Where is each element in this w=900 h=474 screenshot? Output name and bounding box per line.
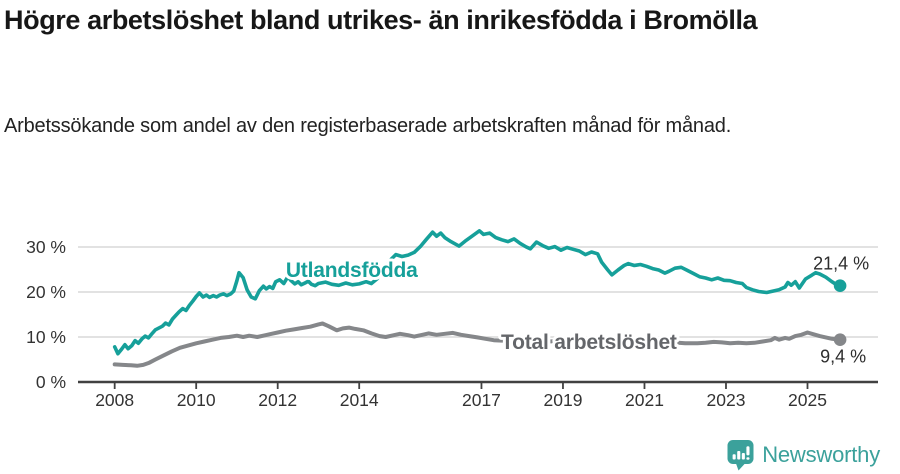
x-axis-tick-label: 2012 xyxy=(258,390,297,410)
y-axis-tick-label: 20 % xyxy=(26,282,66,302)
y-axis-tick-label: 10 % xyxy=(26,327,66,347)
y-axis-tick-label: 0 % xyxy=(36,372,66,392)
series-line-utlandsfodda xyxy=(112,228,842,356)
end-dot-total-arbetsloshet xyxy=(833,333,847,346)
series-label-utlandsfodda: Utlandsfödda xyxy=(286,259,418,282)
x-axis-tick-label: 2014 xyxy=(340,390,379,410)
x-axis-tick-label: 2021 xyxy=(625,390,664,410)
page-title: Högre arbetslöshet bland utrikes- än inr… xyxy=(4,5,758,35)
newsworthy-logo-text: Newsworthy xyxy=(762,442,880,467)
end-value-label-total-arbetsloshet: 9,4 % xyxy=(820,347,866,367)
y-axis-tick-label: 30 % xyxy=(26,237,66,257)
x-axis-tick-label: 2008 xyxy=(95,390,134,410)
x-axis-tick-label: 2023 xyxy=(707,390,746,410)
x-axis-tick-label: 2017 xyxy=(462,390,501,410)
newsworthy-logo: Newsworthy xyxy=(726,439,880,471)
chart-subtitle: Arbetssökande som andel av den registerb… xyxy=(4,115,732,137)
x-axis-tick-label: 2010 xyxy=(177,390,216,410)
series-label-total-arbetsloshet: Total arbetslöshet xyxy=(501,331,677,354)
x-axis-tick-label: 2019 xyxy=(544,390,583,410)
line-chart-canvas: 0 % 10 % 20 % 30 % 2008 2010 2012 2014 2017 2019 2… xyxy=(26,228,878,410)
end-value-label-utlandsfodda: 21,4 % xyxy=(813,254,869,274)
series-line-total-arbetsloshet xyxy=(112,321,843,368)
end-dot-utlandsfodda xyxy=(833,279,847,292)
newsworthy-logo-icon xyxy=(726,439,755,471)
x-axis-tick-label: 2025 xyxy=(788,390,827,410)
